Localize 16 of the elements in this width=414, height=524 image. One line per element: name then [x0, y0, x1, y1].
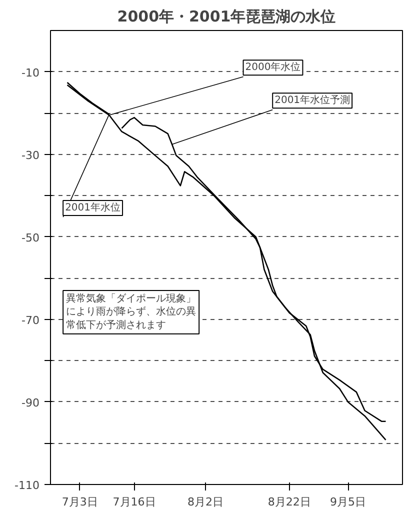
y-tick-label: -90: [22, 396, 40, 410]
text: 2000年水位: [245, 61, 301, 74]
x-tick-label: 9月5日: [330, 496, 366, 508]
y-tick-label: -50: [22, 231, 40, 244]
x-tick-label: 8月22日: [268, 496, 311, 508]
x-tick-label: 7月3日: [62, 496, 98, 508]
y-tick-label: -110: [14, 479, 40, 492]
x-tick-label: 8月2日: [188, 496, 224, 508]
chart-title: 2000年・2001年琵琶湖の水位: [117, 8, 336, 26]
y-tick-label: -10: [22, 66, 40, 80]
text: 2001年水位予測: [274, 94, 350, 106]
text: 2001年水位: [65, 201, 121, 214]
x-tick-label: 7月16日: [112, 496, 156, 508]
y-tick-label: -30: [22, 148, 40, 162]
annotation: 異常気象「ダイポール現象」により雨が降らず、水位の異常低下が予測されます: [66, 292, 196, 331]
y-tick-label: -70: [22, 314, 40, 327]
